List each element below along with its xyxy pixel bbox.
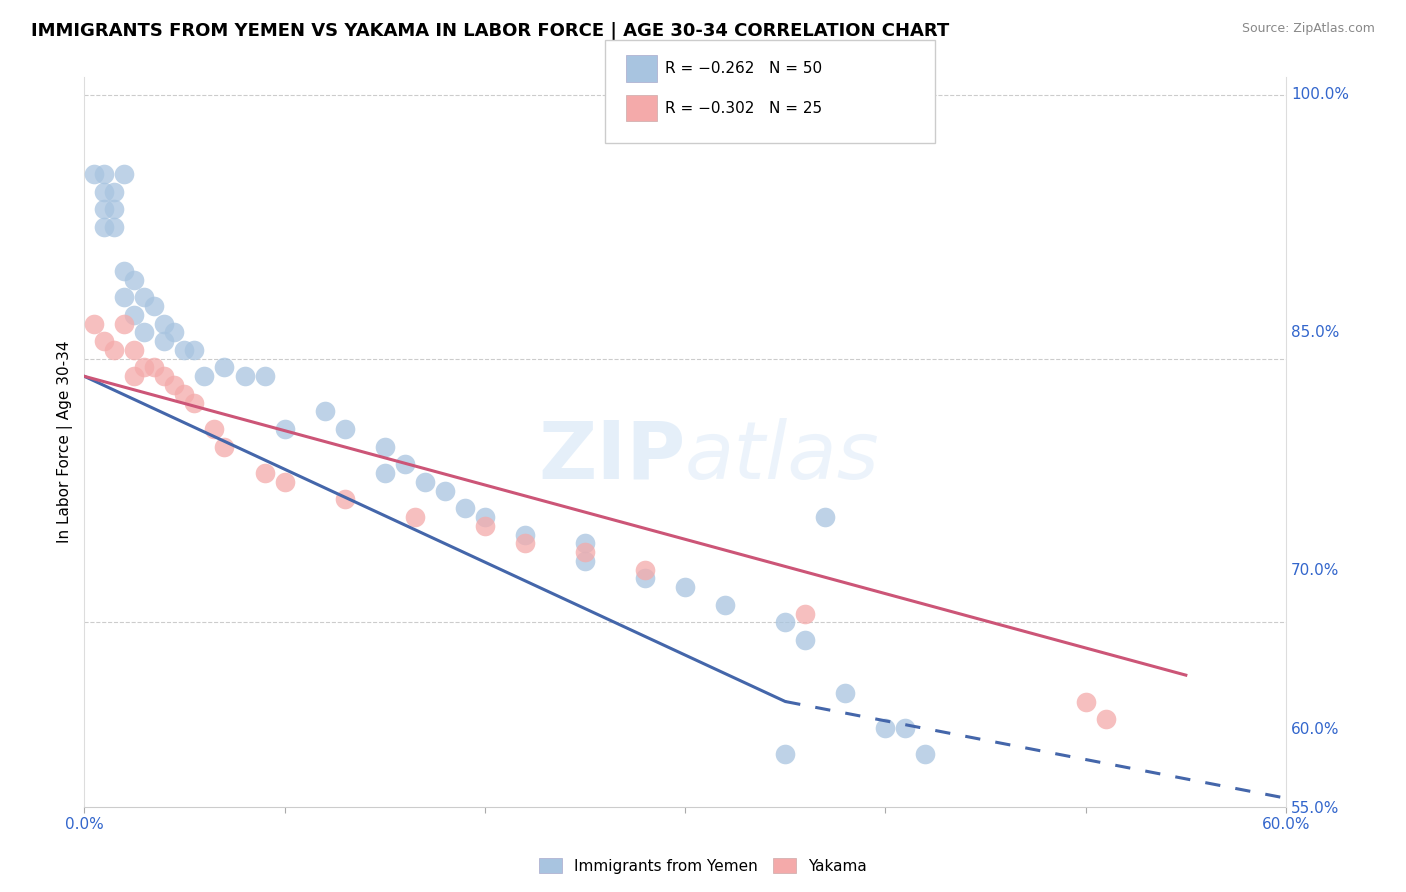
Point (112, 167, 135, 181)
Point (233, 369, 256, 384)
Point (93, 334, 115, 348)
Point (173, 387, 195, 401)
Point (124, 272, 146, 286)
Point (112, 290, 135, 304)
Point (134, 290, 156, 304)
Text: Source: ZipAtlas.com: Source: ZipAtlas.com (1241, 22, 1375, 36)
Point (834, 686, 856, 700)
Point (1074, 694, 1097, 708)
Point (153, 369, 176, 384)
Point (103, 202, 125, 217)
Point (314, 404, 336, 418)
Point (413, 475, 436, 489)
Point (112, 264, 135, 278)
Point (193, 369, 215, 384)
Point (214, 440, 236, 454)
Point (574, 536, 596, 550)
Point (914, 747, 936, 762)
Point (273, 475, 295, 489)
Point (124, 308, 146, 322)
Point (134, 326, 156, 340)
Point (153, 334, 176, 348)
Point (513, 527, 536, 541)
Y-axis label: In Labor Force | Age 30-34: In Labor Force | Age 30-34 (58, 341, 73, 543)
Point (333, 422, 356, 436)
Point (374, 466, 396, 480)
Point (103, 343, 125, 357)
Point (814, 510, 837, 524)
Point (103, 185, 125, 199)
Point (93, 202, 115, 217)
Text: R = −0.302   N = 25: R = −0.302 N = 25 (665, 101, 823, 116)
Point (183, 395, 205, 409)
Point (474, 518, 496, 533)
Point (112, 317, 135, 331)
Point (673, 580, 696, 594)
Point (574, 545, 596, 559)
Point (794, 607, 817, 621)
Text: atlas: atlas (685, 417, 880, 496)
Point (404, 510, 426, 524)
Point (163, 326, 186, 340)
Point (204, 422, 226, 436)
Point (634, 571, 657, 585)
Point (394, 457, 416, 471)
Point (143, 360, 166, 375)
Point (714, 598, 737, 612)
Point (1094, 712, 1116, 726)
Point (93, 167, 115, 181)
Point (775, 615, 797, 630)
Point (894, 721, 917, 735)
Point (454, 501, 477, 516)
Legend: Immigrants from Yemen, Yakama: Immigrants from Yemen, Yakama (533, 852, 873, 880)
Point (124, 343, 146, 357)
Point (163, 378, 186, 392)
Point (173, 343, 195, 357)
Point (134, 360, 156, 375)
Point (273, 422, 295, 436)
Point (433, 483, 456, 498)
Point (83, 317, 105, 331)
Point (183, 343, 205, 357)
Point (875, 721, 897, 735)
Point (253, 369, 276, 384)
Point (474, 510, 496, 524)
Point (253, 466, 276, 480)
Point (93, 219, 115, 234)
Text: IMMIGRANTS FROM YEMEN VS YAKAMA IN LABOR FORCE | AGE 30-34 CORRELATION CHART: IMMIGRANTS FROM YEMEN VS YAKAMA IN LABOR… (31, 22, 949, 40)
Point (153, 317, 176, 331)
Text: R = −0.262   N = 50: R = −0.262 N = 50 (665, 62, 823, 76)
Point (794, 632, 817, 647)
Point (634, 563, 657, 577)
Point (124, 369, 146, 384)
Point (574, 554, 596, 568)
Point (775, 747, 797, 762)
Point (103, 219, 125, 234)
Point (333, 492, 356, 507)
Point (93, 185, 115, 199)
Point (513, 536, 536, 550)
Point (374, 440, 396, 454)
Point (143, 299, 166, 313)
Text: ZIP: ZIP (538, 417, 685, 496)
Point (214, 360, 236, 375)
Point (83, 167, 105, 181)
